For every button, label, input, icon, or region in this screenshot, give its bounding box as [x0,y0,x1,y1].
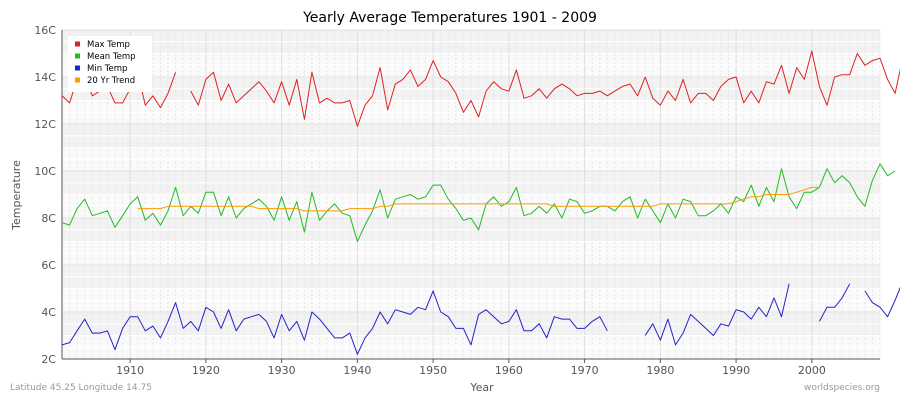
x-tick-label: 1970 [571,364,599,377]
legend: Max Temp Mean Temp Min Temp 20 Yr Trend [68,36,152,92]
x-tick-label: 2000 [798,364,826,377]
series-20-yr-trend [137,186,820,212]
y-tick-label: 8C [41,212,56,225]
y-axis-label: Temperature [10,160,23,231]
y-tick-label: 10C [34,165,56,178]
series-min-temp [61,283,900,355]
x-tick-label: 1940 [343,364,371,377]
legend-label: Min Temp [87,64,127,74]
series-line-20-yr-trend [137,186,820,212]
x-tick-label: 1930 [268,364,296,377]
y-tick-label: 14C [34,71,56,84]
legend-item-mean-temp: Mean Temp [75,52,136,62]
legend-label: 20 Yr Trend [87,76,135,86]
y-tick-label: 4C [41,306,56,319]
y-tick-label: 6C [41,259,56,272]
x-tick-label: 1910 [116,364,144,377]
legend-swatch [75,41,80,47]
legend-item-20-yr-trend: 20 Yr Trend [75,76,135,86]
location-label: Latitude 45.25 Longitude 14.75 [10,383,152,393]
legend-label: Mean Temp [87,52,136,62]
series-line-min-temp [61,283,900,355]
x-axis-label: Year [469,381,494,394]
y-tick-label: 16C [34,24,56,37]
y-tick-label: 2C [41,353,56,366]
legend-item-max-temp: Max Temp [75,40,130,50]
x-tick-label: 1960 [495,364,523,377]
legend-swatch [75,53,80,59]
legend-swatch [75,65,80,71]
x-tick-label: 1920 [192,364,220,377]
x-tick-label: 1990 [722,364,750,377]
legend-item-min-temp: Min Temp [75,64,127,74]
source-label: worldspecies.org [803,383,880,393]
legend-label: Max Temp [87,40,130,50]
x-tick-label: 1980 [646,364,674,377]
legend-box [68,36,152,92]
x-tick-label: 1950 [419,364,447,377]
chart-title: Yearly Average Temperatures 1901 - 2009 [302,10,597,26]
legend-swatch [75,77,80,83]
y-tick-label: 12C [34,118,56,131]
